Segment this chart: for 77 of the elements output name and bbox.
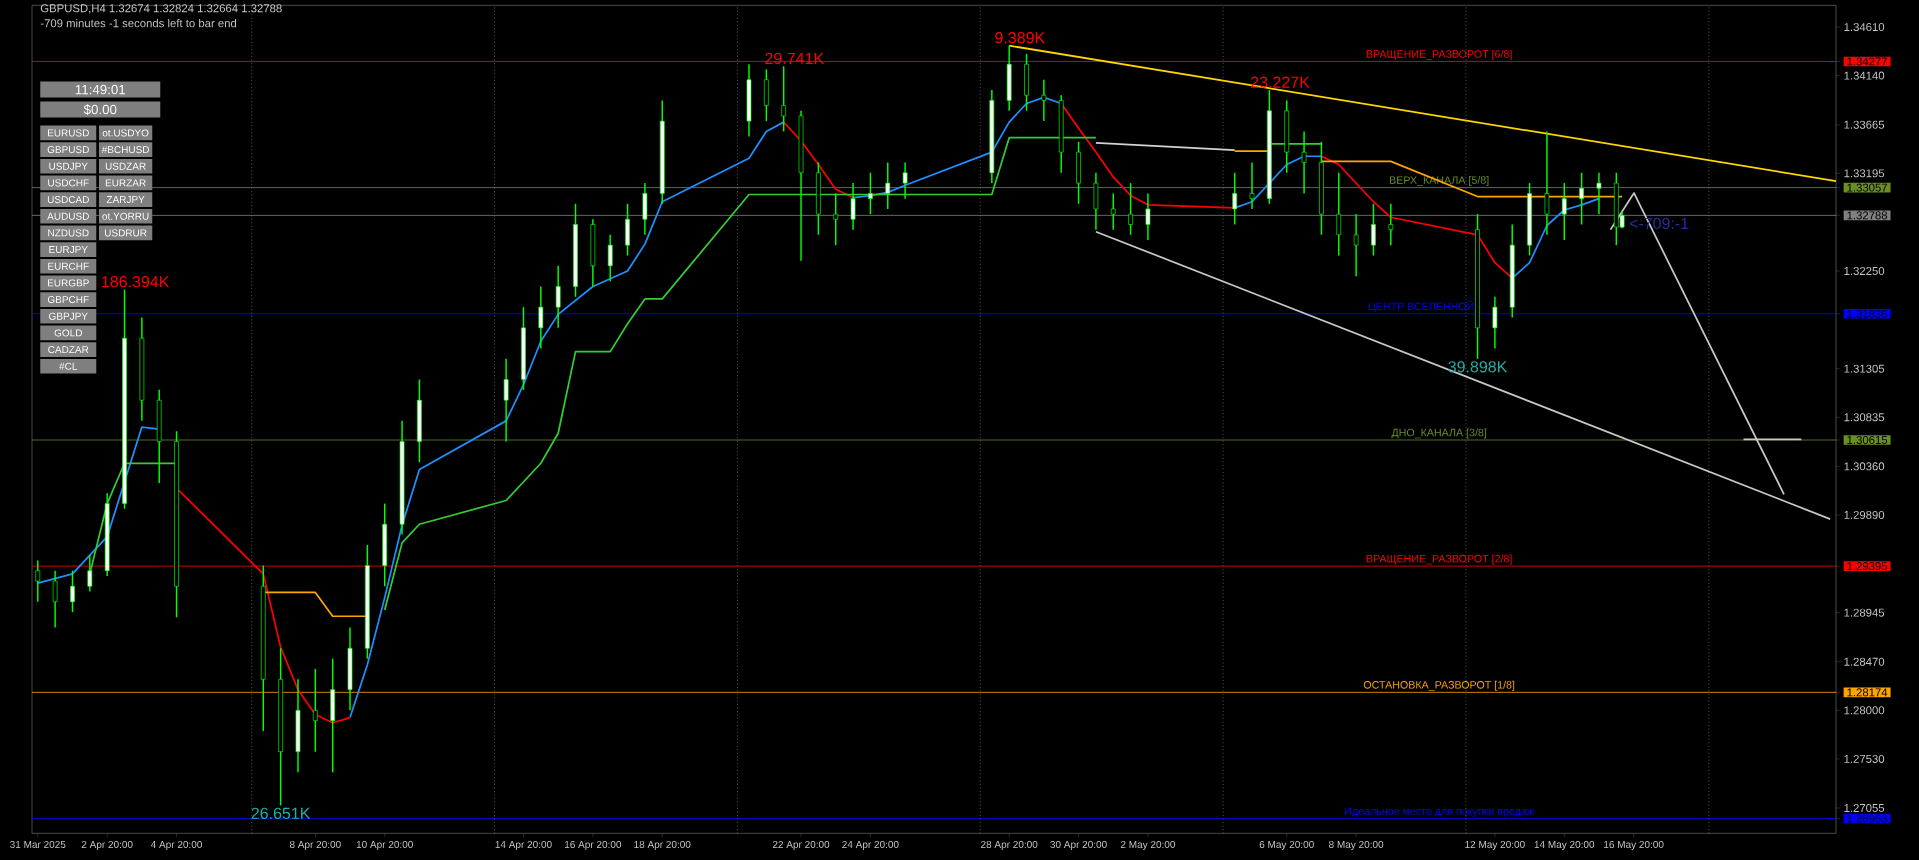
annotation: ot.USDYO xyxy=(102,129,149,137)
y-tick-label: 1.29890 xyxy=(1844,510,1885,519)
annotation: EURZAR xyxy=(105,179,146,187)
y-tick-label: 1.34277 xyxy=(1847,57,1887,66)
annotation: USDZAR xyxy=(105,162,146,170)
y-tick-label: 1.33057 xyxy=(1847,183,1887,192)
ref-line-label: Идеальное место для покупки продаж xyxy=(1345,807,1534,817)
x-tick-label: 14 May 20:00 xyxy=(1534,840,1595,850)
y-tick-label: 1.28945 xyxy=(1844,608,1885,617)
y-tick-label: 1.30835 xyxy=(1844,413,1885,422)
x-tick-label: 24 Apr 20:00 xyxy=(842,840,899,850)
annotation: ot.YORRU xyxy=(102,212,149,220)
x-tick-label: 28 Apr 20:00 xyxy=(981,840,1038,850)
x-tick-label: 4 Apr 20:00 xyxy=(150,840,202,850)
annotation: CADZAR xyxy=(48,346,89,354)
annotation: 39.898K xyxy=(1448,361,1508,373)
annotation: #CL xyxy=(59,362,78,370)
annotation: GBPJPY xyxy=(49,312,88,320)
y-tick-label: 1.28174 xyxy=(1847,688,1888,697)
annotation: 11:49:01 xyxy=(75,84,126,95)
y-tick-label: 1.29395 xyxy=(1847,562,1888,571)
y-tick-label: 1.31836 xyxy=(1847,309,1888,318)
y-tick-label: 1.27055 xyxy=(1844,804,1885,813)
x-tick-label: 22 Apr 20:00 xyxy=(772,840,830,850)
x-tick-label: 6 May 20:00 xyxy=(1259,840,1314,850)
annotation: $0.00 xyxy=(83,104,117,115)
ref-line-label: ВРАЩЕНИЕ_РАЗВОРОТ [2/8] xyxy=(1366,554,1512,565)
annotation: EURCHF xyxy=(48,262,89,270)
y-tick-label: 1.30615 xyxy=(1847,436,1888,445)
annotation: GBPCHF xyxy=(47,296,89,304)
x-tick-label: 2 May 20:00 xyxy=(1120,840,1176,850)
y-tick-label: 1.32788 xyxy=(1847,211,1888,220)
y-tick-label: 1.30360 xyxy=(1844,462,1885,471)
x-tick-label: 14 Apr 20:00 xyxy=(495,840,552,850)
annotation: USDCAD xyxy=(47,196,89,204)
annotation: ZARJPY xyxy=(106,196,145,204)
x-tick-label: 18 Apr 20:00 xyxy=(634,840,691,850)
y-tick-label: 1.34140 xyxy=(1844,71,1885,80)
x-tick-label: 30 Apr 20:00 xyxy=(1050,840,1107,850)
annotation: EURJPY xyxy=(49,246,88,254)
ref-line-label: ДНО_КАНАЛА [3/8] xyxy=(1391,428,1487,439)
y-tick-label: 1.28470 xyxy=(1844,657,1885,666)
x-tick-label: 2 Apr 20:00 xyxy=(81,840,133,850)
annotation: USDJPY xyxy=(49,162,88,170)
y-tick-label: 1.31305 xyxy=(1844,364,1885,373)
y-tick-label: 1.34610 xyxy=(1844,23,1885,32)
annotation: GOLD xyxy=(54,329,82,337)
annotation: USDCHF xyxy=(48,179,89,187)
x-tick-label: 16 Apr 20:00 xyxy=(564,840,622,850)
y-tick-label: 1.33195 xyxy=(1844,169,1885,178)
annotation: 9.389K xyxy=(995,32,1046,44)
x-tick-label: 16 May 20:00 xyxy=(1604,840,1664,850)
annotation: NZDUSD xyxy=(48,229,89,237)
y-tick-label: 1.26953 xyxy=(1847,814,1888,823)
ref-line-label: ВРАЩЕНИЕ_РАЗВОРОТ [6/8] xyxy=(1366,49,1512,60)
ref-line-label: ОСТАНОВКА_РАЗВОРОТ [1/8] xyxy=(1363,680,1515,691)
annotation: EURUSD xyxy=(47,129,89,137)
x-tick-label: 8 May 20:00 xyxy=(1329,840,1384,850)
x-tick-label: 12 May 20:00 xyxy=(1465,840,1525,850)
text: -709 minutes -1 seconds left to bar end xyxy=(40,18,237,28)
annotation: GBPUSD xyxy=(47,146,89,154)
ref-line-label: ЦЕНТР ВСЕЛЕННОЙ xyxy=(1368,300,1474,313)
annotation: EURGBP xyxy=(47,279,89,287)
annotation: 23.227K xyxy=(1251,76,1310,88)
y-tick-label: 1.27530 xyxy=(1844,754,1885,763)
y-tick-label: 1.32250 xyxy=(1844,266,1885,275)
x-tick-label: 31 Mar 2025 xyxy=(10,840,66,849)
x-tick-label: 8 Apr 20:00 xyxy=(289,840,341,850)
y-tick-label: 1.28000 xyxy=(1844,706,1885,715)
y-tick-label: 1.33665 xyxy=(1844,120,1885,129)
annotation: USDRUR xyxy=(104,229,147,237)
annotation: #BCHUSD xyxy=(101,146,149,154)
chart-title: GBPUSD,H4 1.32674 1.32824 1.32664 1.32788 xyxy=(40,4,282,14)
annotation: 26.651K xyxy=(251,807,311,820)
x-tick-label: 10 Apr 20:00 xyxy=(356,840,413,850)
annotation: AUDUSD xyxy=(47,212,89,220)
annotation: 186.394K xyxy=(102,276,170,288)
